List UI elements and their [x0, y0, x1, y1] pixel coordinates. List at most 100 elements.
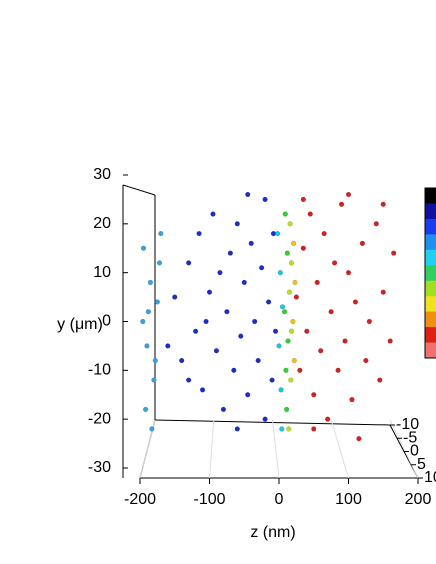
point [152, 357, 158, 364]
point [279, 426, 285, 432]
z-tick-label: 5 [417, 456, 426, 473]
colorbar-segment [425, 234, 436, 251]
point [278, 387, 284, 393]
y-tick-label: 20 [93, 215, 111, 232]
point [274, 230, 281, 237]
y-tick-label: -20 [88, 410, 111, 427]
point [282, 211, 288, 217]
point [284, 250, 290, 256]
point [272, 328, 279, 334]
point [227, 250, 234, 256]
y-tick-label: -10 [88, 362, 111, 379]
point [283, 367, 289, 373]
colorbar-segment [425, 265, 436, 282]
floor-grid-line [272, 419, 280, 479]
point [234, 426, 240, 432]
z-tick-label: -5 [403, 429, 417, 446]
point [231, 367, 237, 373]
colorbar-segment [425, 296, 436, 313]
point [311, 426, 317, 432]
point [281, 309, 288, 315]
point [165, 343, 171, 349]
colorbar-segment [425, 249, 436, 266]
point [380, 201, 386, 207]
point [269, 377, 275, 383]
point [213, 348, 220, 354]
point [359, 240, 366, 247]
point [286, 426, 292, 432]
point [142, 406, 149, 413]
point [147, 279, 154, 286]
point [292, 279, 298, 286]
point [238, 333, 244, 339]
y-tick-label: 0 [102, 313, 111, 330]
point [352, 299, 359, 305]
point [277, 270, 284, 276]
point [356, 436, 362, 442]
point [186, 377, 192, 383]
colorbar-segment [425, 203, 436, 220]
point [154, 299, 161, 305]
point [325, 416, 331, 422]
point [140, 318, 146, 325]
colorbar-segment [425, 280, 436, 297]
point [262, 196, 268, 203]
point [210, 211, 216, 217]
point [140, 245, 147, 251]
point [276, 343, 282, 349]
point [290, 318, 296, 325]
point [297, 367, 303, 373]
point [345, 191, 352, 198]
y-tick-label: 10 [93, 264, 111, 281]
point [283, 406, 290, 413]
point [338, 201, 345, 207]
x-tick-label: 0 [275, 491, 284, 508]
z-tick-label: 0 [410, 443, 419, 460]
point [192, 328, 199, 334]
top-left-edge [122, 184, 156, 196]
x-tick-label: -100 [193, 491, 225, 508]
point [377, 377, 383, 383]
point [179, 357, 185, 364]
point [217, 270, 223, 276]
point [373, 221, 379, 227]
point [288, 328, 295, 334]
floor-grid-line [389, 419, 419, 479]
colorbar-segment [425, 311, 436, 328]
point [318, 348, 324, 354]
point [380, 289, 386, 295]
point [288, 377, 294, 383]
colorbar-segment [425, 218, 436, 235]
z-tick-label: -10 [396, 416, 419, 433]
point [349, 396, 355, 403]
x-tick-label: -200 [124, 491, 156, 508]
point [300, 245, 306, 251]
point [172, 294, 178, 300]
point [335, 367, 341, 373]
point [391, 250, 397, 256]
point [151, 377, 157, 383]
point [307, 211, 313, 217]
point [258, 265, 265, 271]
point [328, 309, 334, 315]
y-axis-label: y (μm) [57, 316, 103, 333]
point [252, 318, 258, 325]
point [331, 260, 338, 266]
point [203, 318, 209, 325]
point [311, 392, 317, 398]
point [158, 230, 164, 237]
point [287, 221, 293, 227]
point [314, 279, 320, 286]
point [285, 338, 291, 344]
point [387, 338, 393, 344]
point [156, 260, 163, 266]
point [199, 387, 206, 393]
z-tick-label: 10 [424, 469, 436, 486]
point [245, 191, 251, 198]
point [304, 328, 310, 334]
point [206, 289, 213, 295]
point [363, 357, 369, 364]
point [248, 240, 254, 247]
point [234, 221, 240, 227]
y-tick-label: -30 [88, 459, 111, 476]
